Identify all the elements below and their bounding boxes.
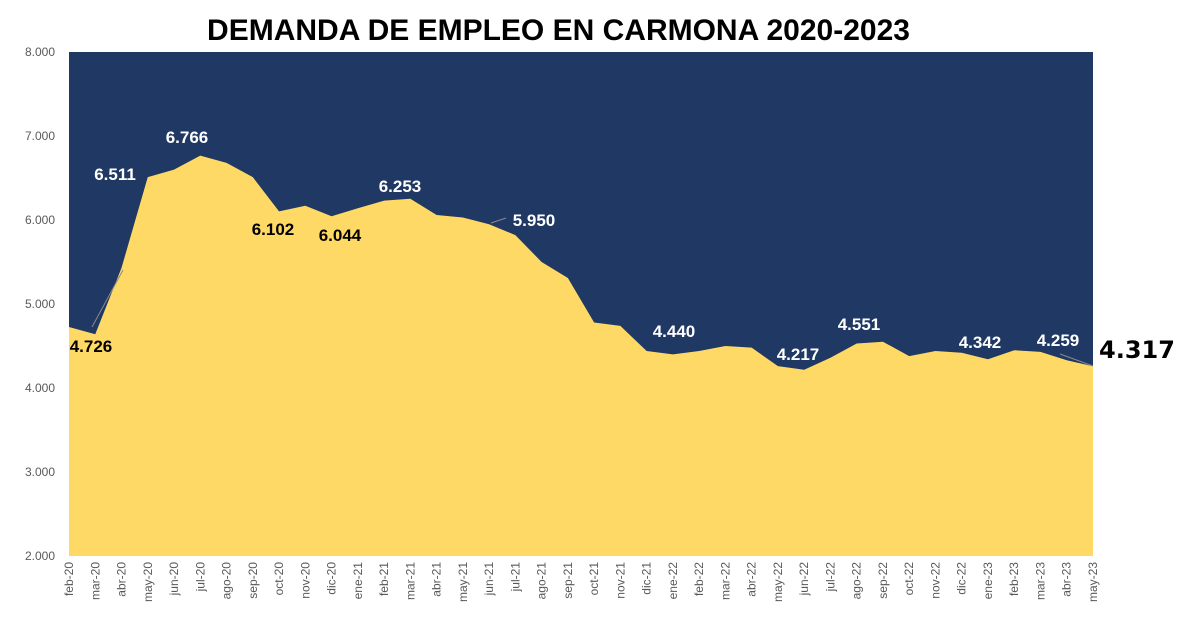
x-tick-label: jul-20 <box>193 562 207 593</box>
y-tick-label: 4.000 <box>25 381 55 395</box>
leader-lines <box>91 217 1094 367</box>
data-label: 6.253 <box>379 177 422 196</box>
y-tick-label: 7.000 <box>25 129 55 143</box>
data-labels: 4.726 6.511 6.766 6.102 6.044 6.253 5.950 4.440… <box>70 128 1175 364</box>
x-tick-label: sep-22 <box>876 562 890 599</box>
x-tick-label: may-23 <box>1086 562 1100 602</box>
x-tick-label: nov-22 <box>928 562 942 599</box>
data-label: 4.551 <box>838 315 881 334</box>
data-label: 4.217 <box>777 345 820 364</box>
y-axis: 2.000 3.000 4.000 5.000 6.000 7.000 8.000 <box>25 45 55 563</box>
data-label: 6.044 <box>319 226 362 245</box>
y-tick-label: 8.000 <box>25 45 55 59</box>
data-label: 6.511 <box>94 165 136 184</box>
data-label: 4.440 <box>653 322 696 341</box>
x-tick-label: abr-20 <box>115 562 129 597</box>
x-tick-label: jun-21 <box>482 562 496 597</box>
leader-line <box>490 217 507 224</box>
x-tick-label: jul-22 <box>823 562 837 593</box>
x-tick-label: dic-20 <box>325 562 339 595</box>
leader-line <box>1059 353 1094 367</box>
data-label: 4.726 <box>70 337 113 356</box>
x-tick-label: jun-22 <box>797 562 811 597</box>
x-tick-label: abr-21 <box>430 562 444 597</box>
x-tick-label: jun-20 <box>167 562 181 597</box>
x-tick-label: ene-21 <box>351 562 365 600</box>
x-tick-label: nov-20 <box>298 562 312 599</box>
x-tick-label: sep-21 <box>561 562 575 599</box>
x-tick-label: mar-23 <box>1033 562 1047 600</box>
y-tick-label: 5.000 <box>25 297 55 311</box>
x-tick-label: may-20 <box>141 562 155 602</box>
x-tick-label: oct-21 <box>587 562 601 596</box>
y-tick-label: 2.000 <box>25 549 55 563</box>
x-tick-label: oct-22 <box>902 562 916 596</box>
x-tick-label: oct-20 <box>272 562 286 596</box>
x-tick-label: feb-22 <box>692 562 706 596</box>
area-series <box>69 155 1093 556</box>
leader-line <box>91 269 124 328</box>
x-tick-label: ago-22 <box>850 562 864 600</box>
x-tick-label: sep-20 <box>246 562 260 599</box>
y-tick-label: 3.000 <box>25 465 55 479</box>
x-tick-label: may-21 <box>456 562 470 602</box>
data-label: 4.342 <box>959 333 1002 352</box>
x-tick-label: mar-20 <box>88 562 102 600</box>
x-tick-label: dic-21 <box>640 562 654 595</box>
x-tick-label: jul-21 <box>508 562 522 593</box>
chart-title: DEMANDA DE EMPLEO EN CARMONA 2020-2023 <box>207 14 910 47</box>
x-tick-label: feb-23 <box>1007 562 1021 596</box>
data-label: 6.102 <box>252 220 295 239</box>
x-tick-label: mar-22 <box>718 562 732 600</box>
data-label: 5.950 <box>513 211 556 230</box>
x-tick-label: nov-21 <box>613 562 627 599</box>
x-tick-label: abr-23 <box>1060 562 1074 597</box>
x-tick-label: abr-22 <box>745 562 759 597</box>
data-label: 6.766 <box>166 128 209 147</box>
data-label: 4.317 <box>1099 336 1175 364</box>
x-tick-label: dic-22 <box>955 562 969 595</box>
y-tick-label: 6.000 <box>25 213 55 227</box>
x-tick-label: ago-21 <box>535 562 549 600</box>
x-tick-label: mar-21 <box>403 562 417 600</box>
x-tick-label: ene-23 <box>981 562 995 600</box>
x-tick-label: may-22 <box>771 562 785 602</box>
x-tick-label: feb-21 <box>377 562 391 596</box>
data-label: 4.259 <box>1037 331 1080 350</box>
x-axis: feb-20 mar-20 abr-20 may-20 jun-20 jul-20 ago-… <box>62 562 1100 602</box>
x-tick-label: feb-20 <box>62 562 76 596</box>
x-tick-label: ago-20 <box>220 562 234 600</box>
x-tick-label: ene-22 <box>666 562 680 600</box>
